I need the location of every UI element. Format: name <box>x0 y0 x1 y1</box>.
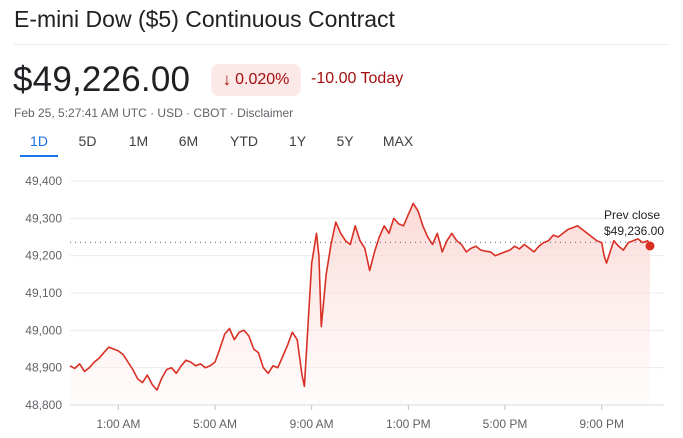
percent-change-value: 0.020% <box>235 71 290 88</box>
price-area <box>70 203 650 405</box>
x-axis-ticks: 1:00 AM 5:00 AM 9:00 AM 1:00 PM 5:00 PM 9:00 … <box>96 405 624 431</box>
x-tick-label: 1:00 AM <box>96 417 140 431</box>
x-tick-label: 9:00 PM <box>579 417 624 431</box>
x-tick-label: 5:00 AM <box>193 417 237 431</box>
tab-max[interactable]: MAX <box>382 133 414 149</box>
tab-1m[interactable]: 1M <box>128 133 149 149</box>
change-today: -10.00 Today <box>311 70 404 87</box>
tab-1d[interactable]: 1D <box>20 131 58 157</box>
y-tick-label: 48,900 <box>25 361 62 375</box>
percent-change-badge: ↓ 0.020% <box>211 64 301 96</box>
y-tick-label: 49,000 <box>25 323 62 337</box>
arrow-down-icon: ↓ <box>222 70 232 89</box>
price-line <box>69 202 651 391</box>
tab-5d[interactable]: 5D <box>78 133 97 149</box>
current-price: $49,226.00 <box>13 60 191 99</box>
quote-meta: Feb 25, 5:27:41 AM UTC · USD · CBOT · Di… <box>14 106 294 120</box>
y-tick-label: 49,300 <box>25 211 62 225</box>
last-price-dot <box>645 241 655 251</box>
tab-1y[interactable]: 1Y <box>288 133 307 149</box>
x-tick-label: 9:00 AM <box>290 417 334 431</box>
tab-ytd[interactable]: YTD <box>230 133 258 149</box>
header-divider <box>14 44 669 45</box>
prev-close-value: $49,236.00 <box>604 224 664 238</box>
y-tick-label: 49,100 <box>25 286 62 300</box>
y-tick-label: 48,800 <box>25 398 62 412</box>
y-axis-ticks: 49,400 49,300 49,200 49,100 49,000 48,900 48,8… <box>25 174 62 412</box>
prev-close-label: Prev close <box>604 208 660 222</box>
x-tick-label: 5:00 PM <box>483 417 528 431</box>
x-tick-label: 1:00 PM <box>386 417 431 431</box>
y-tick-label: 49,400 <box>25 174 62 188</box>
page-title: E-mini Dow ($5) Continuous Contract <box>14 6 395 32</box>
tab-6m[interactable]: 6M <box>178 133 199 149</box>
y-tick-label: 49,200 <box>25 249 62 263</box>
price-chart[interactable]: 49,400 49,300 49,200 49,100 49,000 48,900 48,8… <box>0 160 683 438</box>
tab-5y[interactable]: 5Y <box>336 133 354 149</box>
range-tabs: 1D 5D 1M 6M YTD 1Y 5Y MAX <box>20 131 430 157</box>
